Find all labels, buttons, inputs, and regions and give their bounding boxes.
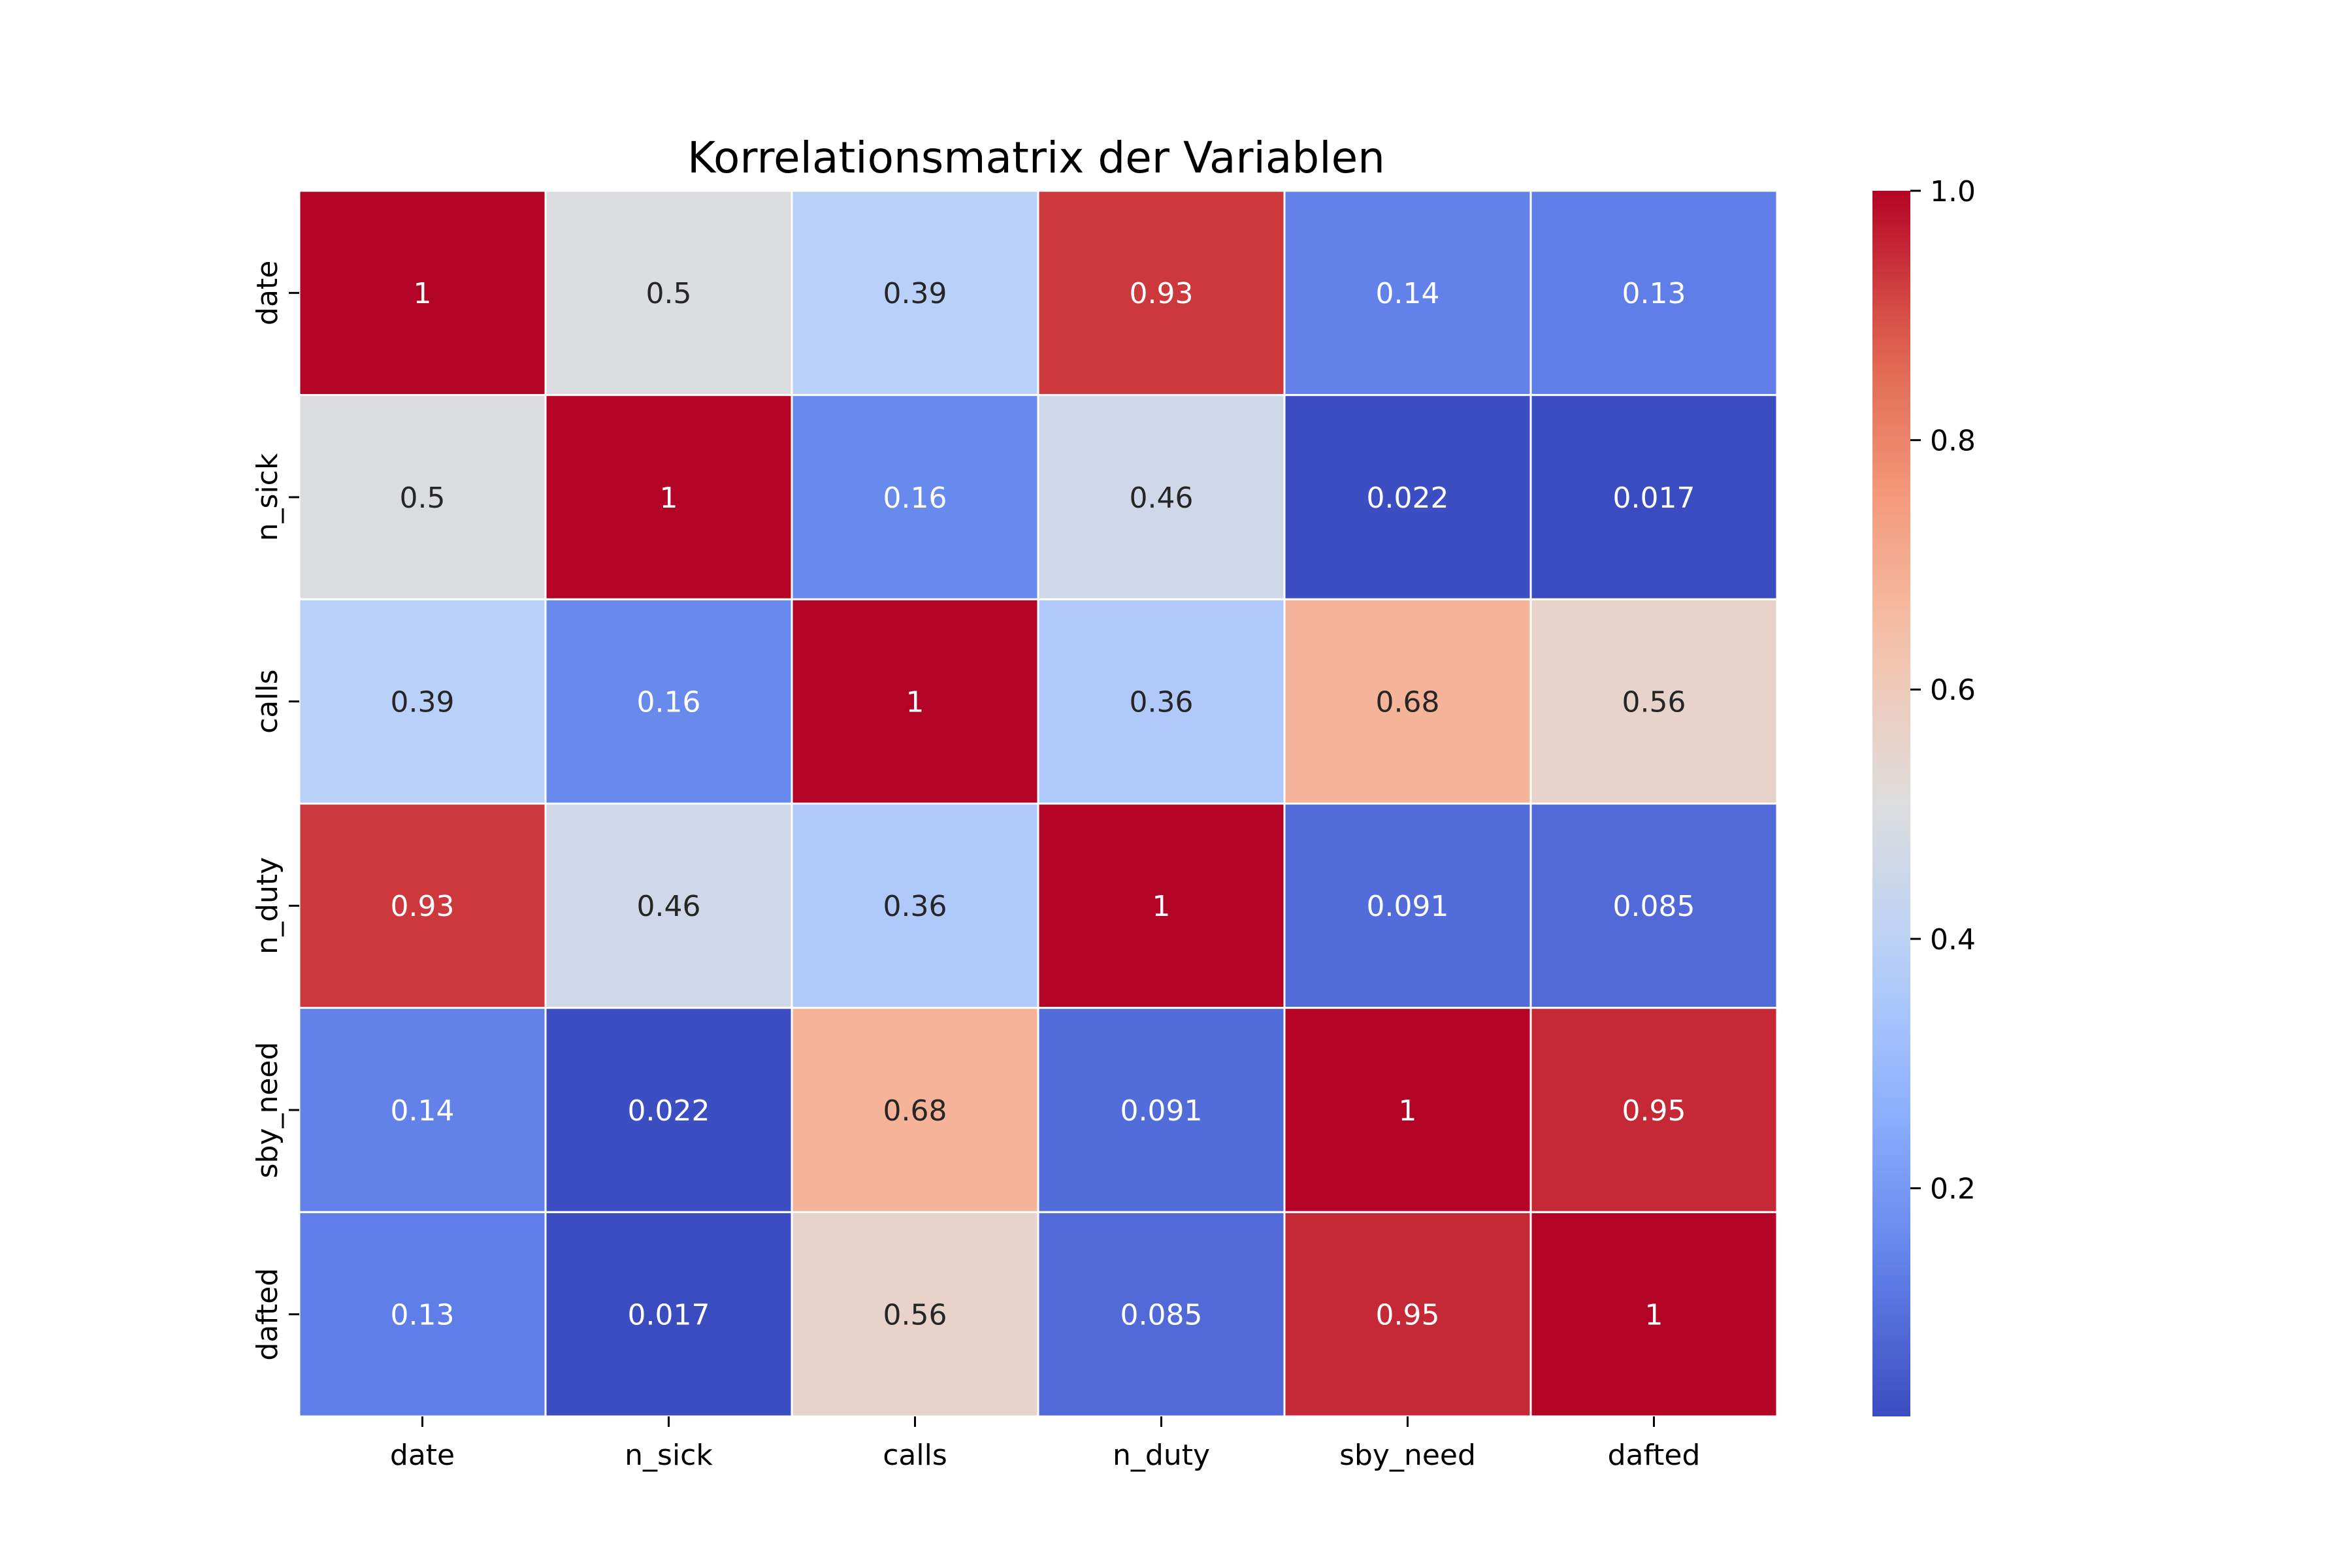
heatmap-cell: [1529, 1007, 1778, 1213]
cell-annotation: 1: [1645, 1299, 1663, 1332]
colorbar-tick-label: 0.6: [1930, 674, 1976, 707]
heatmap-cell: [1529, 1211, 1778, 1418]
cell-annotation: 0.5: [646, 277, 692, 310]
y-tick-label: date: [251, 261, 284, 325]
heatmap-cell: [1529, 394, 1778, 600]
cell-annotation: 0.36: [883, 890, 947, 923]
cell-annotation: 0.39: [883, 277, 947, 310]
colorbar-tick-label: 1.0: [1930, 175, 1976, 208]
heatmap-cell: [1283, 1211, 1532, 1418]
cell-annotation: 0.95: [1376, 1299, 1440, 1332]
heatmap-cell: [1283, 189, 1532, 397]
cell-annotation: 0.14: [1376, 277, 1440, 310]
cell-annotation: 1: [906, 686, 924, 719]
heatmap-cell: [544, 189, 793, 397]
cell-annotation: 0.36: [1130, 686, 1194, 719]
heatmap-cell: [298, 1007, 547, 1213]
heatmap-cell: [1283, 598, 1532, 805]
cell-annotation: 0.5: [400, 482, 446, 515]
cell-annotation: 1: [1399, 1094, 1417, 1128]
heatmap-cell: [298, 802, 547, 1009]
x-axis: date n_sick calls n_duty sby_need dafted: [390, 1416, 1701, 1472]
heatmap-cell: [1037, 1007, 1286, 1213]
colorbar-tick-label: 0.8: [1930, 425, 1976, 458]
cell-annotation: 0.56: [883, 1299, 947, 1332]
cell-annotation: 0.16: [883, 482, 947, 515]
heatmap-cell: [1283, 802, 1532, 1009]
cell-annotations: 1 0.5 0.39 0.93 0.14 0.13 0.5 1 0.16 0.46 0.022 0.0…: [391, 277, 1695, 1331]
colorbar-tick-label: 0.4: [1930, 923, 1976, 956]
cell-annotation: 0.46: [637, 890, 701, 923]
heatmap-cell: [1037, 394, 1286, 600]
cell-annotation: 0.13: [1622, 277, 1686, 310]
heatmap-cell: [791, 598, 1039, 805]
cell-annotation: 1: [660, 482, 678, 515]
cell-annotation: 0.93: [1130, 277, 1194, 310]
cell-annotation: 0.46: [1130, 482, 1194, 515]
cell-annotation: 0.085: [1613, 890, 1695, 923]
cell-annotation: 0.56: [1622, 686, 1686, 719]
heatmap-cell: [298, 598, 547, 805]
x-tick-label: dafted: [1608, 1439, 1701, 1472]
cell-annotation: 0.091: [1120, 1094, 1203, 1128]
cell-annotation: 0.16: [637, 686, 701, 719]
y-tick-label: sby_need: [251, 1042, 284, 1179]
heatmap-cell: [1037, 189, 1286, 397]
heatmap-cell: [1037, 802, 1286, 1009]
heatmap-cell: [1283, 1007, 1532, 1213]
y-tick-label: calls: [251, 669, 284, 734]
cell-annotation: 0.93: [391, 890, 455, 923]
x-tick-label: n_duty: [1113, 1439, 1210, 1472]
heatmap-cell: [544, 394, 793, 600]
heatmap-cell: [791, 802, 1039, 1009]
colorbar: 0.2 0.4 0.6 0.8 1.0: [1872, 175, 1976, 1416]
colorbar-gradient: [1872, 191, 1910, 1416]
heatmap-cells: [298, 189, 1778, 1418]
y-tick-label: n_duty: [251, 857, 284, 955]
cell-annotation: 0.022: [628, 1094, 710, 1128]
y-tick-label: dafted: [251, 1268, 284, 1361]
cell-annotation: 1: [414, 277, 432, 310]
heatmap-cell: [298, 189, 547, 397]
cell-annotation: 0.085: [1120, 1299, 1203, 1332]
y-tick-label: n_sick: [251, 453, 284, 541]
chart-title: Korrelationsmatrix der Variablen: [687, 133, 1385, 183]
cell-annotation: 0.68: [1376, 686, 1440, 719]
heatmap-cell: [544, 802, 793, 1009]
cell-annotation: 0.13: [391, 1299, 455, 1332]
cell-annotation: 0.022: [1367, 482, 1449, 515]
cell-annotation: 0.39: [391, 686, 455, 719]
heatmap-cell: [1529, 189, 1778, 397]
heatmap-cell: [791, 1007, 1039, 1213]
heatmap-cell: [1037, 598, 1286, 805]
cell-annotation: 0.017: [628, 1299, 710, 1332]
heatmap-cell: [1529, 598, 1778, 805]
cell-annotation: 0.017: [1613, 482, 1695, 515]
heatmap-cell: [791, 189, 1039, 397]
cell-annotation: 0.091: [1367, 890, 1449, 923]
heatmap-cell: [298, 1211, 547, 1418]
x-tick-label: calls: [883, 1439, 947, 1472]
x-tick-label: sby_need: [1339, 1439, 1476, 1472]
cell-annotation: 0.68: [883, 1094, 947, 1128]
x-tick-label: n_sick: [625, 1439, 713, 1472]
cell-annotation: 1: [1152, 890, 1171, 923]
cell-annotation: 0.95: [1622, 1094, 1686, 1128]
colorbar-tick-label: 0.2: [1930, 1173, 1976, 1206]
x-tick-label: date: [390, 1439, 455, 1472]
heatmap-cell: [1529, 802, 1778, 1009]
cell-annotation: 0.14: [391, 1094, 455, 1128]
heatmap-cell: [544, 598, 793, 805]
